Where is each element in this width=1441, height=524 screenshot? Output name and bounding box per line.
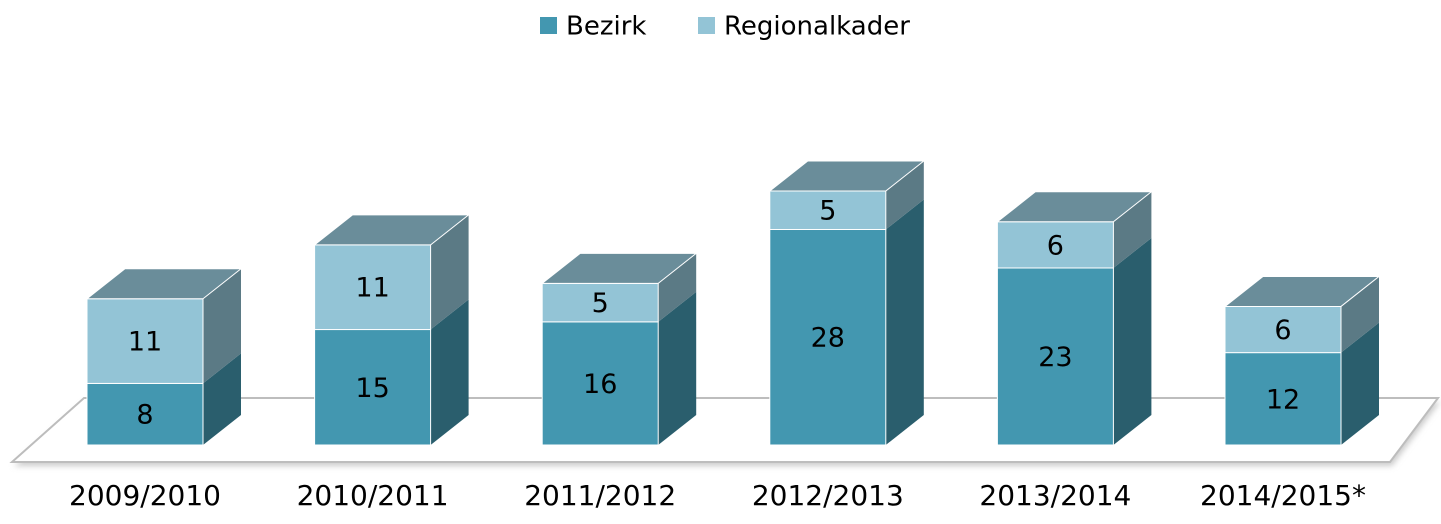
bar-side (1113, 237, 1152, 445)
data-label: 12 (1266, 384, 1300, 415)
bar-top (540, 252, 698, 284)
bar (1224, 352, 1342, 446)
bar (86, 382, 204, 446)
bar-side (658, 291, 697, 445)
data-label: 15 (355, 373, 389, 404)
bar-side (430, 214, 469, 330)
x-tick-label: 2009/2010 (69, 479, 221, 512)
data-label: 5 (819, 196, 836, 227)
data-label: 11 (355, 273, 389, 304)
bar-side (203, 353, 241, 445)
bar (86, 298, 204, 384)
data-label: 16 (583, 369, 617, 400)
bar-top (313, 214, 471, 246)
data-label: 5 (592, 288, 609, 319)
bar-top (768, 160, 926, 192)
bar (769, 190, 887, 230)
data-label: 11 (128, 327, 162, 358)
x-tick-label: 2011/2012 (524, 479, 676, 512)
legend-label: Regionalkader (724, 12, 910, 42)
data-label: 28 (811, 323, 845, 354)
bar (541, 282, 659, 323)
bar (996, 221, 1114, 269)
bar-side (1113, 191, 1152, 268)
legend-swatch (540, 17, 557, 34)
bar-side (658, 253, 697, 322)
bar-side (885, 199, 924, 445)
legend-swatch (698, 17, 715, 34)
bar-side (1341, 322, 1379, 445)
bar-top (1223, 275, 1381, 307)
bar-side (1341, 276, 1379, 353)
bar (996, 267, 1114, 446)
bar-side (430, 299, 469, 445)
data-label: 6 (1274, 315, 1291, 346)
x-tick-label: 2012/2013 (752, 479, 904, 512)
bar-side (203, 268, 241, 384)
legend-label: Bezirk (566, 12, 646, 42)
x-tick-label: 2014/2015* (1200, 479, 1366, 512)
x-tick-label: 2010/2011 (297, 479, 449, 512)
bar-top (85, 268, 243, 300)
bar (541, 321, 659, 446)
data-label: 8 (136, 400, 153, 431)
bar-side (885, 161, 924, 230)
bar (1224, 305, 1342, 354)
x-tick-label: 2013/2014 (979, 479, 1131, 512)
bar (769, 228, 887, 446)
data-label: 23 (1038, 342, 1072, 373)
data-label: 6 (1047, 230, 1064, 261)
bar-top (995, 191, 1153, 223)
